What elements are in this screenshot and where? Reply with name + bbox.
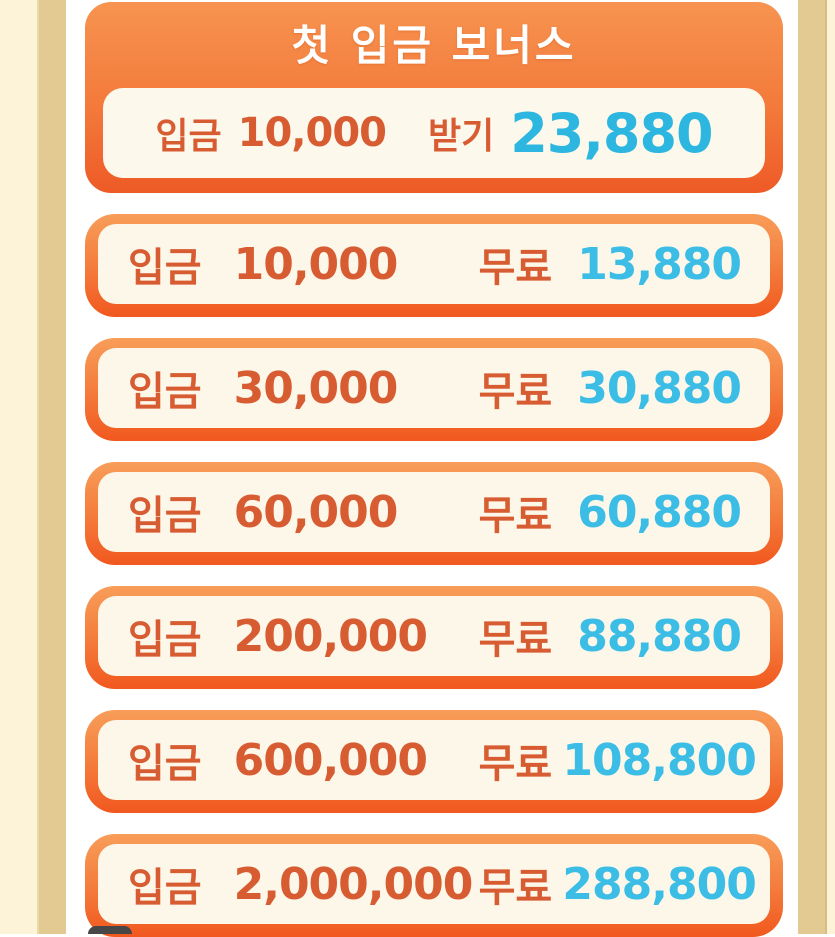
deposit-tier-row-2-inner: 입금 30,000 무료 30,880 [98,348,770,428]
panel-title: 첫 입금 보너스 [291,21,577,70]
deposit-tier-row-1-inner: 입금 10,000 무료 13,880 [98,224,770,304]
free-label: 무료 [478,617,553,663]
right-tan-strip [798,0,827,934]
deposit-tier-row-1[interactable]: 입금 10,000 무료 13,880 [85,214,783,317]
bonus-amount: 108,800 [562,734,756,786]
deposit-tier-row-5[interactable]: 입금 600,000 무료 108,800 [85,710,783,813]
bonus-amount: 88,880 [577,610,742,662]
deposit-label: 입금 [155,116,222,157]
first-deposit-bonus-header-card: 첫 입금 보너스 입금 10,000 받기 23,880 [85,2,783,193]
deposit-label: 입금 [128,617,202,663]
deposit-tier-row-5-inner: 입금 600,000 무료 108,800 [98,720,770,800]
deposit-tier-row-3[interactable]: 입금 60,000 무료 60,880 [85,462,783,565]
claim-first-deposit-bonus-button[interactable]: 입금 10,000 받기 23,880 [103,88,765,178]
deposit-tier-row-4-inner: 입금 200,000 무료 88,880 [98,596,770,676]
first-deposit-bonus-panel: 첫 입금 보너스 입금 10,000 받기 23,880 입금 10,000 무… [85,0,783,937]
cutoff-dark-element [88,926,132,934]
free-label: 무료 [478,493,553,539]
free-label: 무료 [478,865,553,911]
claim-bonus-amount: 23,880 [510,101,713,165]
deposit-amount: 2,000,000 [233,858,474,910]
deposit-amount: 60,000 [233,486,399,538]
deposit-label: 입금 [128,493,202,539]
claim-label: 받기 [427,116,495,157]
deposit-label: 입금 [128,865,202,911]
bonus-amount: 13,880 [577,238,742,290]
bonus-amount: 60,880 [577,486,742,538]
deposit-tier-row-4[interactable]: 입금 200,000 무료 88,880 [85,586,783,689]
left-cream-strip [0,0,37,934]
free-label: 무료 [478,369,553,415]
deposit-label: 입금 [128,369,202,415]
deposit-tier-row-2[interactable]: 입금 30,000 무료 30,880 [85,338,783,441]
free-label: 무료 [478,245,553,291]
bonus-amount: 288,800 [562,858,756,910]
bonus-amount: 30,880 [577,362,742,414]
deposit-tier-row-6[interactable]: 입금 2,000,000 무료 288,800 [85,834,783,937]
deposit-tier-row-6-inner: 입금 2,000,000 무료 288,800 [98,844,770,924]
deposit-amount: 10,000 [237,110,387,156]
free-label: 무료 [478,741,553,787]
deposit-tier-row-3-inner: 입금 60,000 무료 60,880 [98,472,770,552]
deposit-label: 입금 [128,741,202,787]
deposit-amount: 10,000 [233,238,399,290]
deposit-label: 입금 [128,245,202,291]
deposit-amount: 600,000 [233,734,428,786]
deposit-amount: 200,000 [233,610,428,662]
left-tan-strip [37,0,66,934]
right-cream-strip [827,0,835,934]
deposit-amount: 30,000 [233,362,399,414]
